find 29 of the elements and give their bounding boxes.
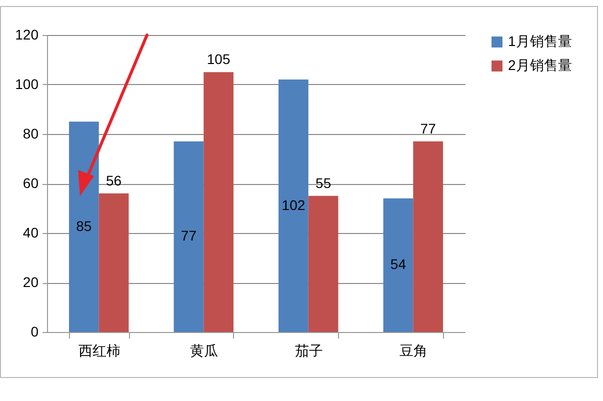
y-tick-label: 20 [22,274,39,290]
x-tick-label: 黄瓜 [190,342,218,358]
y-tick-label: 120 [15,26,39,42]
legend-label: 1月销售量 [508,33,572,49]
legend-label: 2月销售量 [508,57,572,73]
data-label: 102 [282,196,306,213]
data-label: 55 [316,174,332,191]
y-tick-label: 100 [15,76,39,92]
bar [69,122,99,332]
y-tick-label: 60 [22,175,39,191]
data-label: 77 [420,120,436,136]
x-tick-label: 西红柿 [78,342,120,358]
data-label: 56 [106,172,122,188]
x-tick-label: 茄子 [294,342,323,358]
bar [383,198,414,332]
data-label: 54 [390,256,406,272]
data-label: 85 [76,218,92,234]
bar [308,196,338,332]
y-tick-label: 80 [22,126,39,142]
bar [413,141,443,332]
bar [174,141,204,332]
x-tick-label: 豆角 [400,342,428,358]
bar [98,193,129,332]
bar [278,80,308,332]
y-tick-label: 40 [22,224,39,240]
y-tick-label: 0 [30,324,39,340]
data-label: 105 [206,51,230,68]
bar [204,72,234,332]
data-label: 77 [180,228,197,244]
